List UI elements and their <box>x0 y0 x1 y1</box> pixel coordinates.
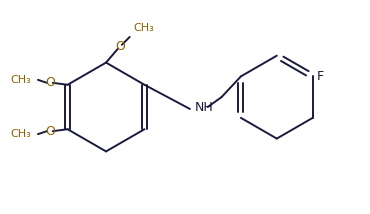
Text: CH₃: CH₃ <box>134 23 154 33</box>
Text: CH₃: CH₃ <box>10 129 31 139</box>
Text: CH₃: CH₃ <box>10 75 31 85</box>
Text: NH: NH <box>195 101 213 113</box>
Text: O: O <box>45 76 55 89</box>
Text: O: O <box>45 125 55 138</box>
Text: F: F <box>317 70 324 83</box>
Text: O: O <box>115 40 125 53</box>
